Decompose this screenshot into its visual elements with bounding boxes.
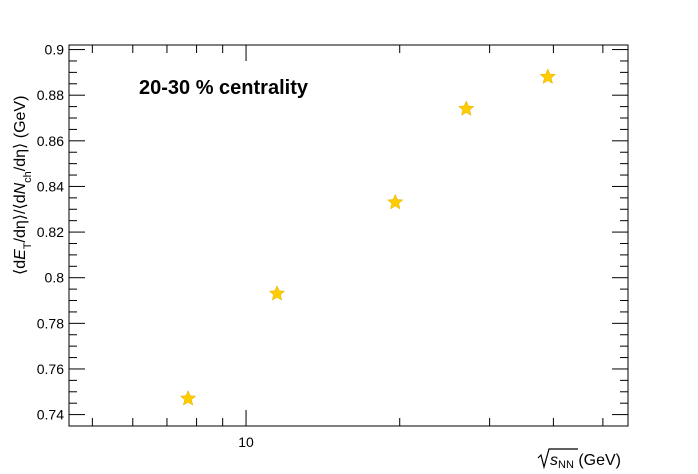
data-point-star: [539, 68, 557, 84]
y-tick-label: 0.88: [37, 87, 64, 103]
y-tick-label: 0.84: [37, 178, 64, 194]
y-tick-label: 0.82: [37, 224, 64, 240]
centrality-annotation: 20-30 % centrality: [139, 77, 309, 99]
y-tick-label: 0.86: [37, 133, 64, 149]
axis-ticks: [69, 45, 628, 427]
x-tick-labels: 10: [238, 434, 254, 450]
svg-text:sNN (GeV): sNN (GeV): [550, 452, 621, 471]
y-tick-label: 0.74: [37, 407, 64, 423]
sqrt-symbol: [537, 448, 578, 470]
y-tick-label: 0.78: [37, 315, 64, 331]
y-axis-title: ⟨dET/dη⟩/⟨dNch/dη⟩ (GeV): [12, 96, 34, 275]
data-series: [179, 68, 557, 406]
data-point-star: [179, 389, 197, 406]
data-point-star: [458, 100, 475, 116]
y-tick-label: 0.9: [45, 42, 65, 58]
data-point-star: [268, 285, 286, 301]
data-point-star: [387, 193, 404, 210]
plot-frame: [68, 44, 629, 427]
x-tick-label: 10: [238, 434, 254, 450]
y-tick-labels: 0.74 0.76 0.78 0.8 0.82 0.84 0.86 0.88 0.9: [37, 42, 64, 423]
y-tick-label: 0.76: [37, 361, 64, 377]
x-axis-title: sNN (GeV): [537, 448, 621, 471]
y-tick-label: 0.8: [45, 270, 65, 286]
